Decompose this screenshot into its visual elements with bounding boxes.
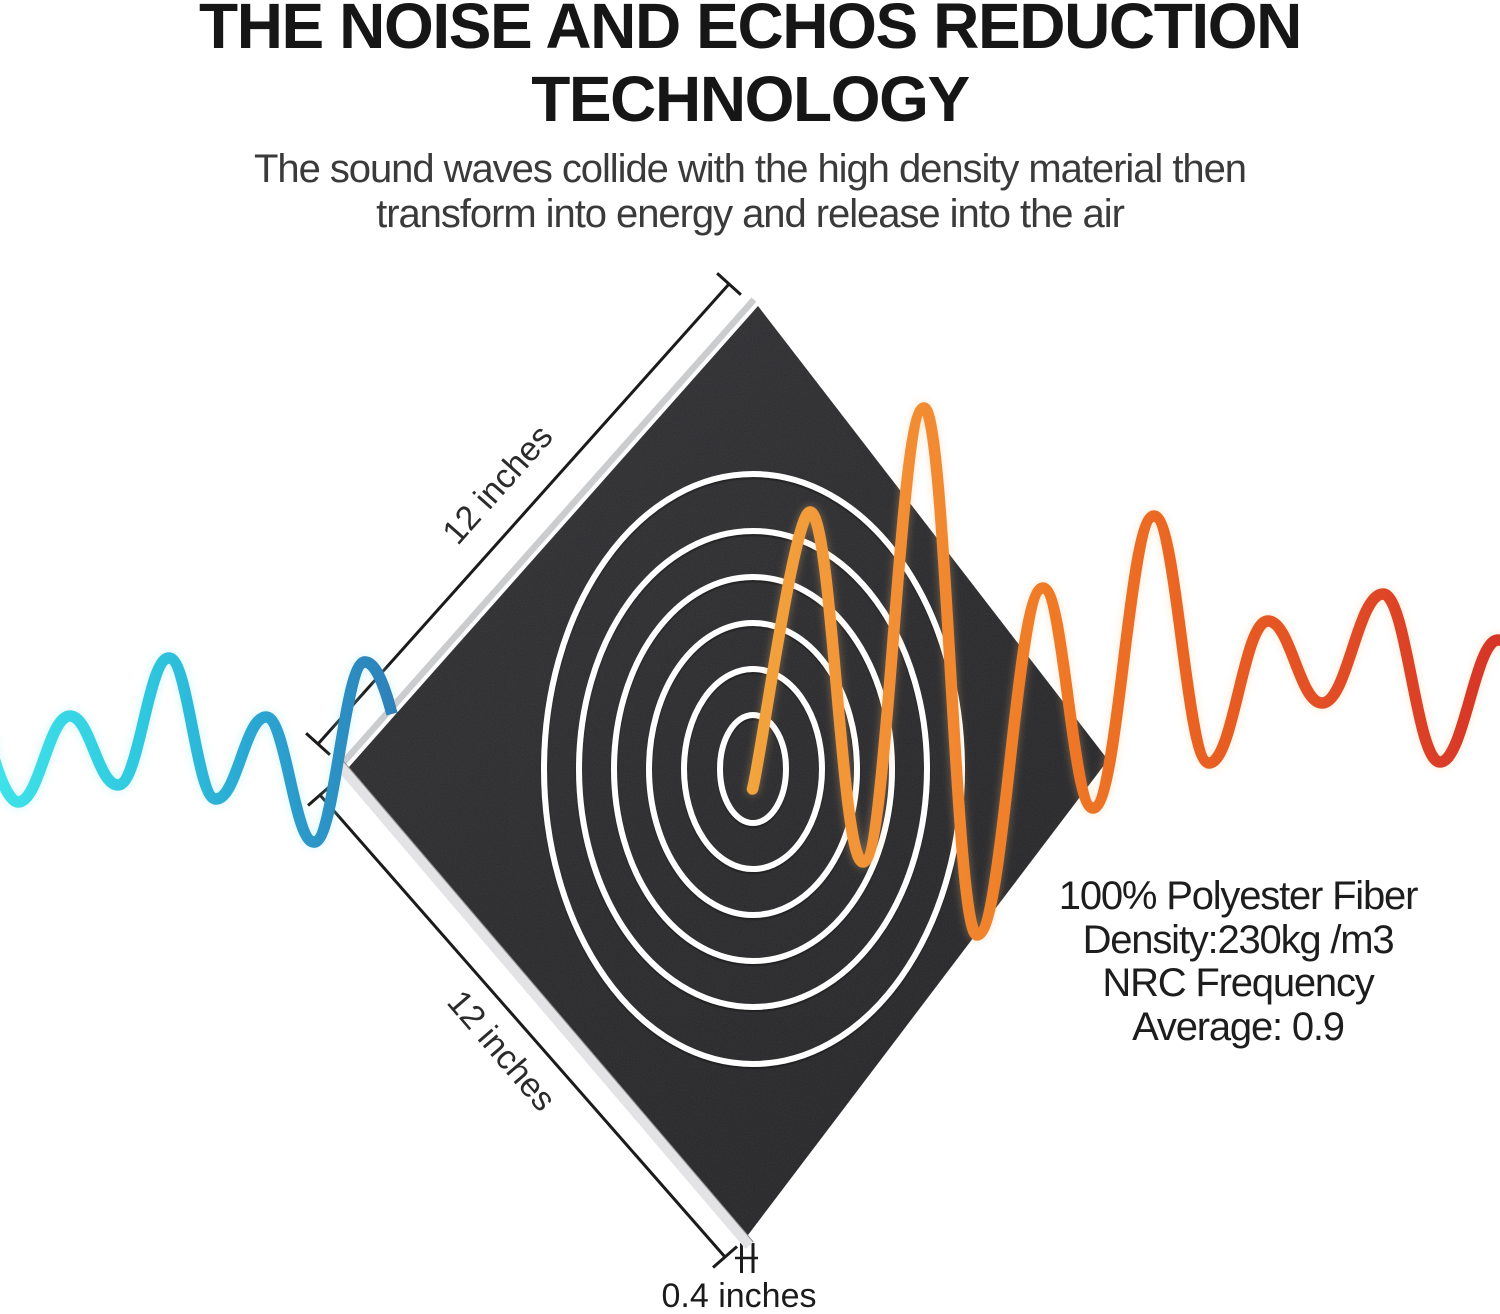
svg-text:12 inches: 12 inches xyxy=(435,418,560,552)
svg-text:0.4 inches: 0.4 inches xyxy=(662,1277,817,1314)
